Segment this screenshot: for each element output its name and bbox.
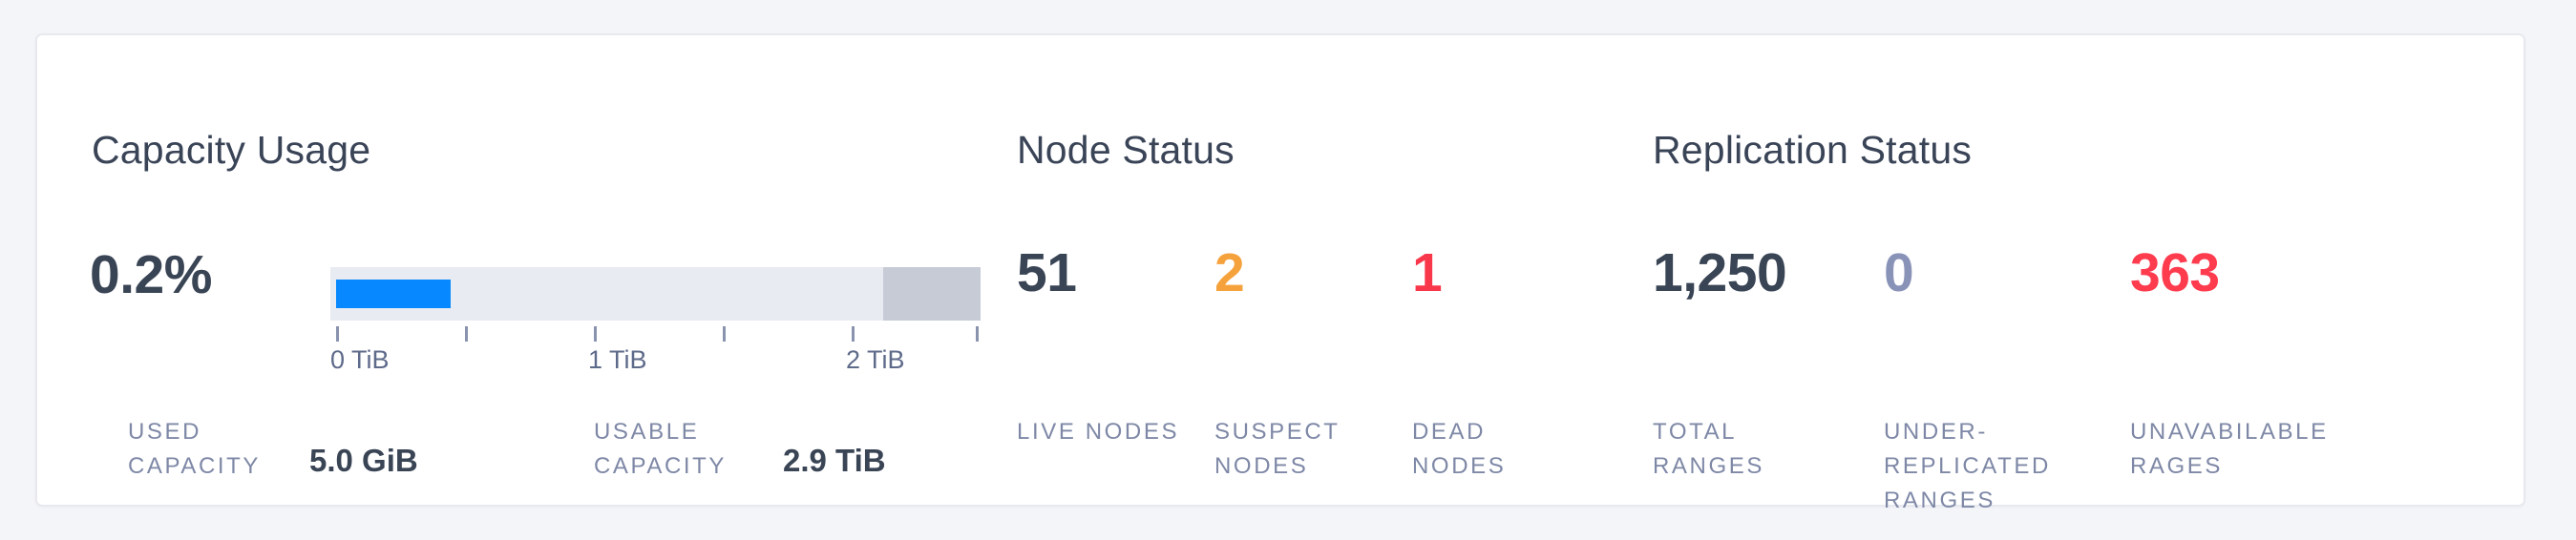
replication-status-heading: Replication Status — [1653, 128, 1973, 172]
cluster-metrics-card: Capacity Usage 0.2% 0 TiB 1 TiB 2 TiB — [35, 33, 2525, 513]
total-ranges-label: Total Ranges — [1653, 419, 1764, 479]
axis-tick — [723, 326, 726, 342]
capacity-axis-ticks — [330, 326, 981, 343]
stat-total-ranges: 1,250 Total Ranges — [1653, 242, 1787, 479]
dead-nodes-value: 1 — [1412, 242, 1443, 303]
axis-tick — [465, 326, 468, 342]
stat-under-replicated-ranges: 0 Under-Replicated Ranges — [1884, 242, 2048, 513]
usable-capacity-label: Usable Capacity — [594, 419, 728, 479]
under-replicated-ranges-value: 0 — [1884, 242, 1914, 303]
stat-live-nodes: 51 Live Nodes — [1017, 242, 1176, 445]
stat-unavailable-ranges: 363 Unavabilable Rages — [2130, 242, 2326, 479]
stat-dead-nodes: 1 Dead Nodes — [1412, 242, 1504, 479]
capacity-bar-track — [330, 267, 981, 321]
axis-tick-label-1: 1 TiB — [588, 345, 647, 374]
axis-tick — [852, 326, 855, 342]
dead-nodes-label: Dead Nodes — [1412, 419, 1507, 479]
axis-tick — [976, 326, 979, 342]
under-replicated-ranges-label: Under-Replicated Ranges — [1884, 419, 2051, 513]
used-capacity-stat: Used Capacity 5.0 GiB — [128, 415, 418, 484]
axis-tick — [336, 326, 339, 342]
unavailable-ranges-value: 363 — [2130, 242, 2220, 303]
suspect-nodes-value: 2 — [1214, 242, 1245, 303]
capacity-usage-percent: 0.2% — [90, 244, 212, 305]
axis-tick-label-0: 0 TiB — [330, 345, 390, 374]
node-status-heading: Node Status — [1017, 128, 1235, 172]
axis-tick — [594, 326, 597, 342]
capacity-bar-unusable-segment — [882, 267, 981, 321]
stat-suspect-nodes: 2 Suspect Nodes — [1214, 242, 1338, 479]
axis-tick-label-2: 2 TiB — [846, 345, 905, 374]
used-capacity-label: Used Capacity — [128, 419, 262, 479]
live-nodes-label: Live Nodes — [1017, 419, 1180, 445]
usable-capacity-stat: Usable Capacity 2.9 TiB — [594, 415, 886, 484]
capacity-bar-used-segment — [336, 280, 451, 308]
suspect-nodes-label: Suspect Nodes — [1214, 419, 1341, 479]
capacity-usage-chart: 0 TiB 1 TiB 2 TiB — [330, 267, 981, 378]
total-ranges-value: 1,250 — [1653, 242, 1787, 303]
capacity-axis-labels: 0 TiB 1 TiB 2 TiB — [330, 345, 981, 378]
capacity-usage-heading: Capacity Usage — [92, 128, 371, 172]
usable-capacity-value: 2.9 TiB — [783, 443, 886, 478]
unavailable-ranges-label: Unavabilable Rages — [2130, 419, 2329, 479]
live-nodes-value: 51 — [1017, 242, 1077, 303]
used-capacity-value: 5.0 GiB — [309, 443, 418, 478]
